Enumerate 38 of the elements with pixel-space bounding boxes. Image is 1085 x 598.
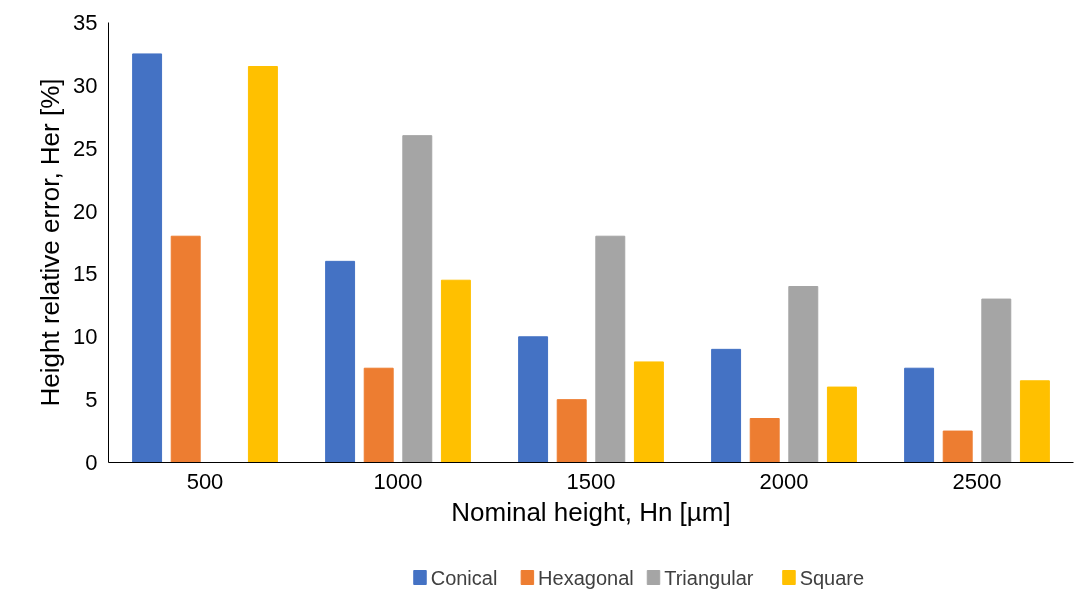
y-tick-label: 20	[73, 198, 98, 224]
bar	[633, 361, 664, 463]
x-tick-label: 2500	[952, 468, 1002, 494]
bar	[749, 418, 780, 463]
bar	[556, 399, 587, 463]
y-tick-label: 15	[73, 261, 98, 287]
bar	[518, 336, 549, 463]
legend-label: Triangular	[664, 566, 754, 589]
bar	[942, 430, 973, 463]
x-axis-title: Nominal height, Hn [µm]	[451, 496, 731, 527]
bar	[711, 348, 742, 463]
bar	[826, 386, 857, 463]
bar	[247, 66, 278, 463]
bar	[132, 53, 163, 463]
bar	[170, 235, 201, 463]
bar	[904, 367, 935, 463]
legend-label: Square	[799, 566, 865, 589]
y-tick-label: 0	[85, 450, 98, 475]
bar	[402, 135, 433, 463]
bar	[363, 367, 394, 463]
y-tick-label: 5	[85, 387, 98, 413]
y-tick-label: 35	[73, 10, 98, 35]
y-axis-title: Height relative error, Her [%]	[35, 78, 66, 407]
legend-label: Hexagonal	[538, 566, 634, 589]
bar	[440, 279, 471, 463]
bar	[788, 286, 819, 463]
bar	[1019, 380, 1050, 463]
x-tick-label: 500	[186, 468, 224, 494]
x-tick-label: 1000	[373, 468, 423, 494]
legend-label: Conical	[430, 566, 498, 589]
y-tick-label: 30	[73, 72, 98, 98]
bar	[981, 298, 1012, 463]
y-tick-label: 25	[73, 135, 98, 161]
x-tick-label: 1500	[566, 468, 616, 494]
x-tick-label: 2000	[759, 468, 809, 494]
y-tick-label: 10	[73, 324, 98, 350]
bar	[325, 260, 356, 463]
bar	[595, 235, 626, 463]
